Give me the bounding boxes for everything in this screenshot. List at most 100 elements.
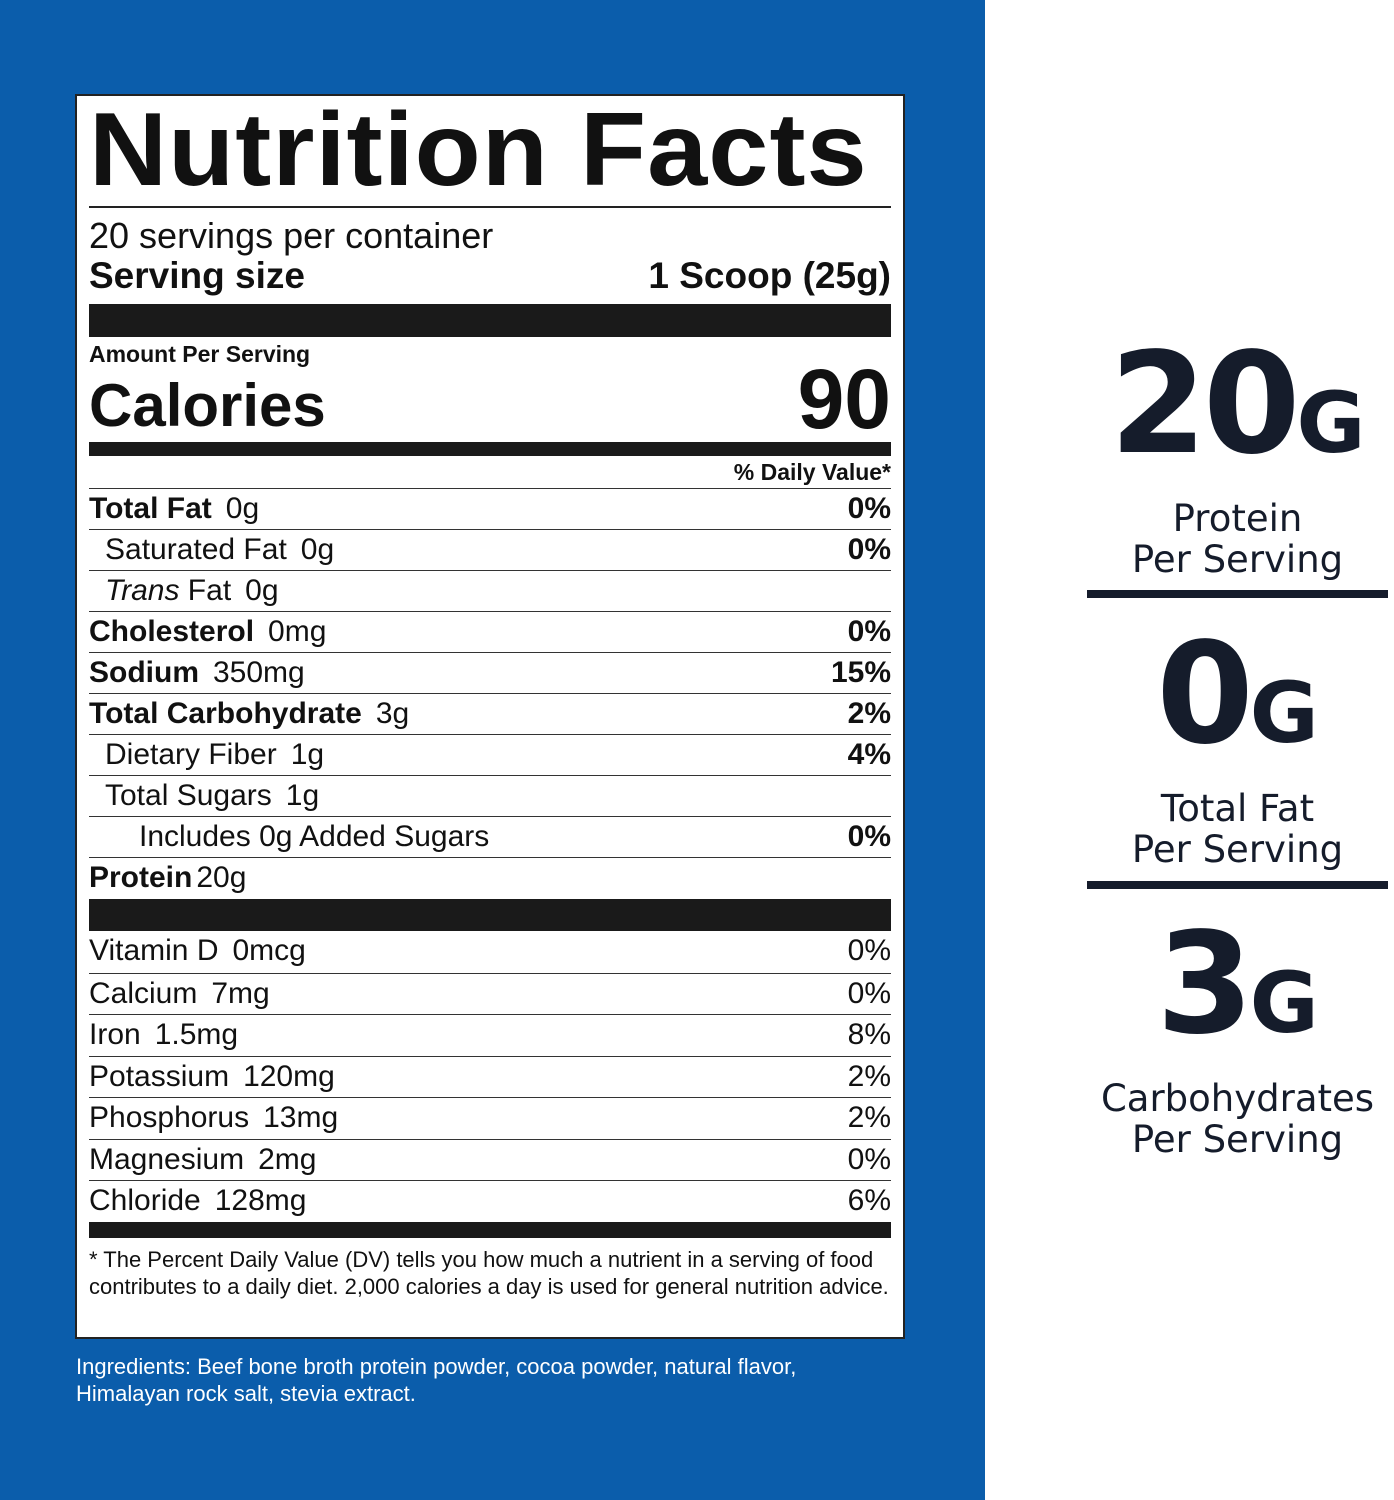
nutrition-facts-label: Nutrition Facts 20 servings per containe… — [75, 94, 905, 1339]
nutrient-amount: 3g — [375, 697, 410, 730]
nutrient-name: Total Sugars — [105, 779, 272, 812]
nutrient-amount: 1g — [285, 779, 320, 812]
nutrient-amount: 0g — [225, 492, 260, 525]
divider — [89, 206, 891, 208]
stat-number: 3 — [1156, 903, 1253, 1066]
stat-unit: G — [1249, 954, 1319, 1052]
vitamin-amount: 13mg — [263, 1101, 339, 1134]
nutrient-label: Dietary Fiber 1g — [89, 735, 324, 775]
vitamin-amount: 2mg — [258, 1142, 317, 1176]
footnote: * The Percent Daily Value (DV) tells you… — [89, 1246, 889, 1299]
stat-unit: G — [1296, 374, 1366, 472]
nutrient-row: Saturated Fat 0g 0% — [89, 529, 891, 570]
stat-protein: 20G Protein Per Serving — [1085, 335, 1390, 581]
ingredients: Ingredients: Beef bone broth protein pow… — [76, 1354, 797, 1406]
nutrient-row: Cholesterol 0mg 0% — [89, 611, 891, 652]
nutrient-name: Sodium — [89, 656, 199, 689]
vitamin-name: Iron — [89, 1018, 141, 1051]
stat-number: 0 — [1156, 613, 1253, 776]
serving-size-value: 1 Scoop (25g) — [648, 255, 891, 296]
vitamin-row: Vitamin D 0mcg 0% — [89, 931, 891, 973]
nutrient-dv: 0% — [847, 820, 891, 853]
nutrient-label: Total Carbohydrate 3g — [89, 694, 409, 734]
vitamin-amount: 0mcg — [232, 934, 306, 967]
thick-divider — [89, 899, 891, 931]
nutrient-row: Protein 20g — [89, 857, 891, 898]
vitamin-name: Vitamin D — [89, 934, 219, 967]
serving-size-label: Serving size — [89, 255, 305, 296]
nutrient-label: Trans Fat 0g — [89, 571, 279, 611]
stat-line2: Per Serving — [1131, 828, 1344, 871]
calories-label: Calories — [89, 372, 326, 439]
vitamin-amount: 120mg — [243, 1059, 335, 1093]
stat-line1: Total Fat — [1160, 787, 1315, 830]
vitamin-name: Potassium — [89, 1059, 230, 1093]
vitamin-dv: 0% — [847, 976, 891, 1010]
vitamin-list: Vitamin D 0mcg 0% Calcium 7mg 0% Iron 1.5mg 8% Po… — [89, 931, 891, 1222]
nutrient-amount: 350mg — [213, 656, 305, 689]
vitamin-row: Magnesium 2mg 0% — [89, 1138, 891, 1181]
vitamin-dv: 0% — [847, 934, 891, 967]
nutrient-name: Cholesterol — [89, 615, 255, 648]
vitamin-row: Potassium 120mg 2% — [89, 1055, 891, 1098]
vitamin-row: Chloride 128mg 6% — [89, 1180, 891, 1222]
nutrient-name: Dietary Fiber — [105, 738, 277, 771]
vitamin-row: Iron 1.5mg 8% — [89, 1014, 891, 1056]
amount-per-serving: Amount Per Serving — [89, 341, 311, 367]
nutrient-row: Trans Fat 0g — [89, 570, 891, 611]
stat-number: 20 — [1109, 323, 1301, 486]
nutrient-amount: 20g — [196, 861, 247, 894]
medium-divider — [89, 442, 891, 456]
nutrient-dv: 4% — [847, 738, 891, 771]
vitamin-name: Magnesium — [89, 1142, 245, 1176]
stat-fat: 0G Total Fat Per Serving — [1085, 625, 1390, 871]
nutrient-dv: 0% — [847, 492, 891, 525]
nutrient-dv: 0% — [847, 533, 891, 566]
nutrient-label: Protein 20g — [89, 858, 246, 898]
vitamin-row: Phosphorus 13mg 2% — [89, 1097, 891, 1139]
vitamin-dv: 2% — [847, 1101, 891, 1134]
vitamin-name: Phosphorus — [89, 1101, 250, 1134]
nutrient-amount: 0mg — [268, 615, 327, 648]
vitamin-name: Calcium — [89, 976, 198, 1010]
divider — [1087, 881, 1388, 889]
nutrient-label: Saturated Fat 0g — [89, 530, 334, 570]
nutrient-row: Includes 0g Added Sugars 0% — [89, 816, 891, 857]
daily-value-header: % Daily Value* — [733, 459, 891, 485]
nutrient-dv: 15% — [830, 656, 891, 689]
nutrient-amount: 0g — [300, 533, 335, 566]
servings-per-container: 20 servings per container — [89, 215, 494, 256]
vitamin-amount: 128mg — [214, 1184, 307, 1217]
serving-size: Serving size 1 Scoop (25g) — [89, 252, 891, 304]
stat-line1: Protein — [1172, 497, 1303, 540]
vitamin-dv: 8% — [847, 1018, 891, 1051]
nutrient-label: Includes 0g Added Sugars — [89, 817, 503, 857]
vitamin-dv: 0% — [847, 1142, 891, 1176]
vitamin-dv: 2% — [847, 1059, 891, 1093]
nutrient-row: Sodium 350mg 15% — [89, 652, 891, 693]
vitamin-dv: 6% — [847, 1184, 891, 1217]
nutrient-row: Total Carbohydrate 3g 2% — [89, 693, 891, 734]
label-title: Nutrition Facts — [89, 92, 868, 208]
nutrient-label: Sodium 350mg — [89, 653, 305, 693]
vitamin-name: Chloride — [89, 1184, 201, 1217]
vitamin-amount: 1.5mg — [154, 1018, 239, 1051]
nutrient-row: Total Fat 0g 0% — [89, 488, 891, 529]
nutrient-name: Protein — [89, 861, 193, 894]
nutrient-row: Total Sugars 1g — [89, 775, 891, 816]
divider — [1087, 590, 1388, 598]
nutrient-name: Includes 0g Added Sugars — [139, 820, 490, 853]
nutrient-dv: 2% — [847, 697, 891, 730]
nutrient-name: Total Carbohydrate — [89, 697, 362, 730]
nutrient-amount: 1g — [290, 738, 325, 771]
nutrient-dv: 0% — [847, 615, 891, 648]
nutrient-label: Cholesterol 0mg — [89, 612, 326, 652]
nutrient-italic: Trans — [105, 574, 180, 607]
stat-line2: Per Serving — [1131, 1118, 1344, 1161]
nutrient-label: Total Sugars 1g — [89, 776, 319, 816]
nutrient-name: Fat — [179, 574, 232, 607]
stat-line1: Carbohydrates — [1100, 1077, 1375, 1120]
stat-unit: G — [1249, 664, 1319, 762]
calories-row: Calories 90 — [89, 357, 891, 441]
nutrient-label: Total Fat 0g — [89, 489, 259, 529]
